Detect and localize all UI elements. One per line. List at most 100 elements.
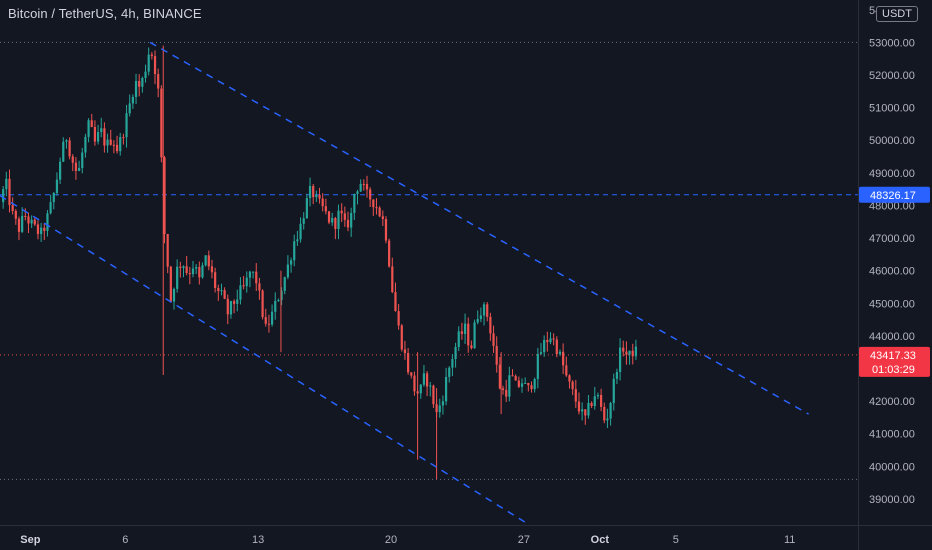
candle-body-17 [55,179,59,193]
candle-body-176 [558,351,562,354]
y-tick-label: 45000.00 [869,298,915,310]
candle-body-76 [242,285,245,287]
candle-body-94 [299,223,302,240]
candle-body-6 [21,215,24,232]
candle-body-121 [384,219,388,241]
candle-body-98 [312,186,315,198]
candle-body-88 [280,290,283,301]
candle-body-154 [489,316,492,334]
candle-body-180 [571,381,574,390]
candle-body-86 [274,300,277,312]
candle-body-149 [473,322,476,349]
candles [2,45,638,480]
candle-body-192 [609,403,612,419]
candle-body-156 [495,345,498,365]
candle-body-194 [615,371,619,379]
candle-body-110 [350,212,353,228]
candle-body-55 [176,266,179,289]
candle-body-90 [286,264,290,278]
countdown-label: 01:03:29 [872,364,915,376]
x-tick-label: Oct [591,534,610,546]
candle-body-54 [172,288,176,302]
candle-body-18 [59,161,62,180]
candle-body-169 [536,353,539,380]
candle-body-168 [533,379,536,390]
candle-body-27 [87,120,90,137]
candle-body-36 [115,144,119,152]
currency-button[interactable]: USDT [876,6,918,22]
candle-body-40 [128,103,131,114]
candle-body-61 [195,267,198,269]
candle-body-157 [498,364,501,389]
candle-body-16 [52,192,55,203]
candle-body-148 [470,345,473,349]
candle-body-127 [403,349,407,354]
candle-body-38 [122,137,125,139]
candle-body-9 [30,219,33,224]
candle-body-2 [8,178,11,206]
candle-body-57 [182,266,185,268]
candle-body-29 [93,127,97,142]
candle-body-71 [226,298,229,315]
candle-body-11 [36,224,40,235]
candle-body-167 [530,385,533,390]
candle-body-35 [112,144,116,146]
candle-body-143 [454,346,457,360]
candle-body-135 [429,385,432,387]
candle-body-183 [581,409,584,412]
candle-body-80 [255,271,258,284]
candle-body-49 [157,74,160,89]
candle-body-28 [90,120,93,128]
candle-body-184 [584,409,587,416]
candle-body-65 [207,255,210,267]
candle-body-195 [618,347,622,372]
candle-body-160 [508,375,511,397]
y-tick-label: 42000.00 [869,396,915,408]
candle-body-134 [425,373,429,387]
candle-body-100 [318,194,321,199]
candle-body-175 [555,339,558,354]
price-tag-0 [859,186,930,203]
candle-body-75 [239,285,242,300]
candle-body-171 [543,340,546,353]
trendline-lower [0,195,531,526]
candle-body-22 [71,156,74,163]
price-tag-1 [859,346,930,377]
candle-body-155 [492,333,495,346]
candle-body-191 [606,418,609,421]
candle-body-142 [451,359,454,368]
y-tick-label: 49000.00 [869,168,915,180]
candle-body-120 [381,216,384,220]
x-tick-label: 20 [385,534,397,546]
candle-body-146 [463,323,467,334]
candle-body-59 [188,272,191,275]
x-tick-label: 13 [252,534,264,546]
candle-body-141 [448,367,451,377]
y-tick-label: 44000.00 [869,331,915,343]
candle-body-51 [163,157,166,234]
y-tick-label: 52000.00 [869,70,915,82]
x-tick-label: 27 [518,534,530,546]
candle-body-166 [527,382,530,386]
candle-body-82 [261,290,264,318]
candle-body-44 [141,77,144,87]
candle-body-52 [166,233,169,267]
candle-body-123 [391,266,394,293]
candle-body-186 [590,402,593,407]
candle-body-107 [340,210,343,214]
candle-body-116 [369,189,372,200]
candle-body-104 [331,217,334,223]
candle-body-20 [65,140,68,142]
y-tick-label: 51000.00 [869,103,915,115]
candle-body-0 [2,189,5,203]
candle-body-92 [293,241,296,261]
symbol-title[interactable]: Bitcoin / TetherUS, 4h, BINANCE [8,6,202,21]
candle-body-114 [362,183,365,185]
candle-body-102 [324,206,327,212]
candle-body-46 [147,54,150,72]
candle-body-41 [131,96,134,104]
candle-body-72 [229,301,233,315]
candle-body-179 [568,375,571,382]
candle-body-178 [565,365,568,376]
